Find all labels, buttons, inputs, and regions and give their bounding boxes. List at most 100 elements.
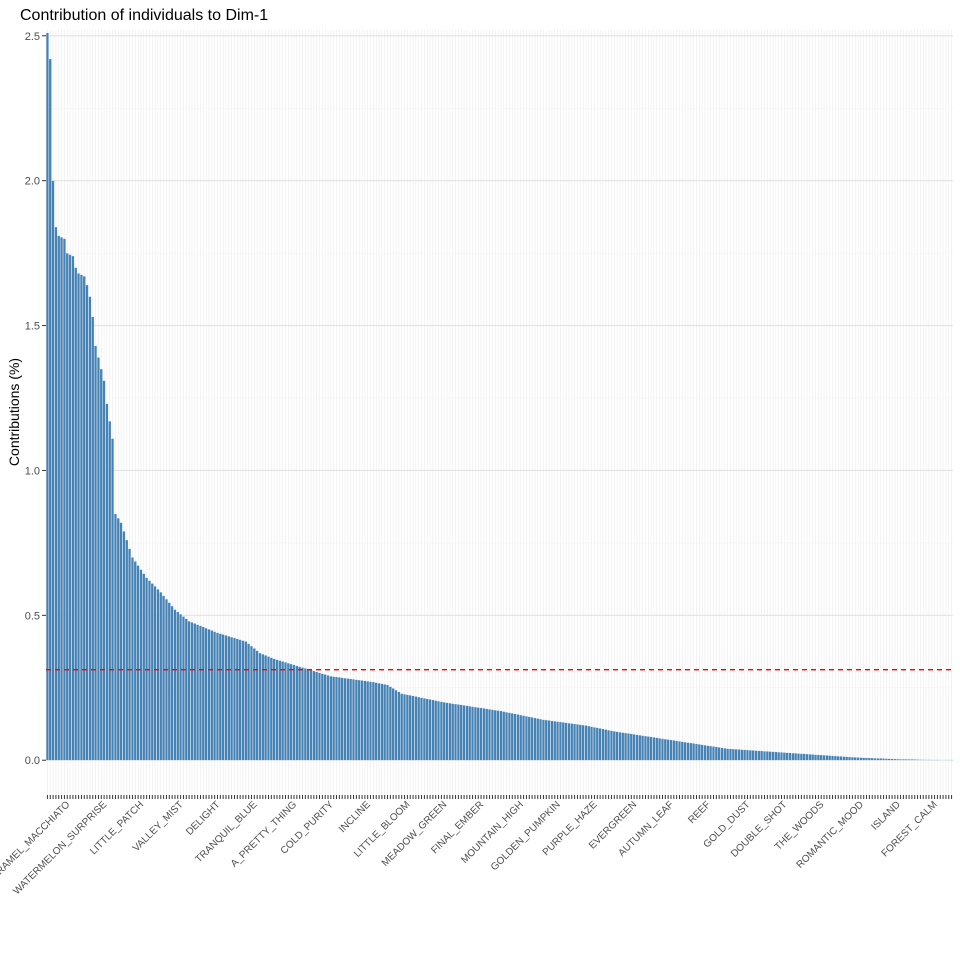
bar [754, 750, 758, 761]
bar [519, 714, 523, 761]
bar [581, 724, 585, 761]
bar [570, 723, 574, 761]
bar [777, 751, 781, 761]
bars [45, 32, 953, 761]
bar [782, 752, 786, 761]
x-tick-label: INCLINE [337, 799, 373, 835]
bar [490, 709, 494, 761]
bar [544, 719, 548, 761]
bar [482, 708, 486, 761]
bar [369, 681, 372, 761]
bar [173, 609, 177, 761]
bar [797, 753, 800, 761]
x-axis-labels: CARAMEL_MACCHIATOWATERMELON_SURPRISELITT… [0, 799, 940, 897]
bar [182, 616, 185, 761]
bar [709, 745, 713, 761]
x-tick-label: ROMANTIC_MOOD [795, 799, 866, 870]
bar [743, 749, 747, 761]
bar [865, 757, 868, 761]
bar [170, 605, 174, 761]
bar [524, 716, 528, 761]
bar [383, 684, 387, 761]
bar [802, 753, 806, 761]
bar [893, 758, 897, 761]
bar [357, 679, 361, 761]
bar [326, 675, 330, 761]
bar [510, 713, 514, 761]
bar [252, 648, 256, 761]
bar [811, 754, 815, 761]
bar [267, 656, 270, 761]
bar [703, 745, 707, 761]
bar [859, 757, 863, 761]
bar [731, 748, 735, 761]
bar [434, 700, 438, 761]
bar [873, 758, 877, 761]
bar [652, 737, 656, 761]
bar [241, 640, 245, 761]
bar [805, 753, 809, 761]
bar [99, 368, 103, 761]
bar [598, 728, 602, 761]
bar [111, 438, 115, 761]
bar [414, 696, 418, 761]
bar [230, 636, 234, 761]
bar [298, 666, 302, 761]
bar [295, 665, 299, 761]
x-tick-label: DELIGHT [184, 799, 222, 837]
bar [845, 756, 849, 761]
bar [706, 745, 710, 761]
bar [471, 706, 474, 761]
bar [190, 622, 194, 761]
bar [924, 759, 928, 761]
bar [493, 709, 497, 761]
bar [207, 629, 211, 761]
bar [196, 624, 200, 761]
bar [116, 518, 120, 761]
bar [79, 274, 83, 761]
bar [751, 750, 755, 761]
bar [794, 753, 798, 761]
bar [425, 698, 429, 761]
bar [125, 539, 129, 761]
bar [275, 659, 279, 761]
bar [485, 708, 489, 761]
bar [879, 758, 883, 761]
bar [615, 731, 619, 761]
bar [366, 681, 370, 761]
bar [148, 580, 151, 761]
bar [119, 522, 123, 761]
bar [607, 729, 611, 761]
bar [167, 602, 171, 761]
bar [82, 276, 86, 761]
bar [527, 716, 531, 761]
bar [105, 403, 109, 761]
y-tick-label: 0.5 [25, 610, 40, 622]
bar [269, 657, 273, 761]
x-tick-label: GOLDEN_PUMPKIN [489, 799, 563, 873]
bar [899, 759, 902, 761]
bar [661, 738, 664, 761]
bar [618, 731, 622, 761]
bar [808, 754, 812, 761]
bar [505, 712, 508, 761]
bar [397, 691, 401, 761]
y-tick-label: 1.5 [25, 321, 40, 333]
bar [839, 756, 843, 761]
bar [768, 751, 772, 761]
bar [210, 630, 214, 761]
bar [740, 749, 744, 761]
bar [284, 662, 287, 761]
bar [697, 744, 701, 761]
bar [114, 513, 117, 761]
bar [281, 661, 285, 761]
bar [201, 626, 205, 761]
bar [309, 669, 313, 761]
bar [610, 730, 613, 761]
bar [343, 678, 347, 761]
bar [720, 747, 724, 761]
bar [462, 705, 466, 761]
bar [57, 235, 61, 761]
bar [700, 744, 704, 761]
